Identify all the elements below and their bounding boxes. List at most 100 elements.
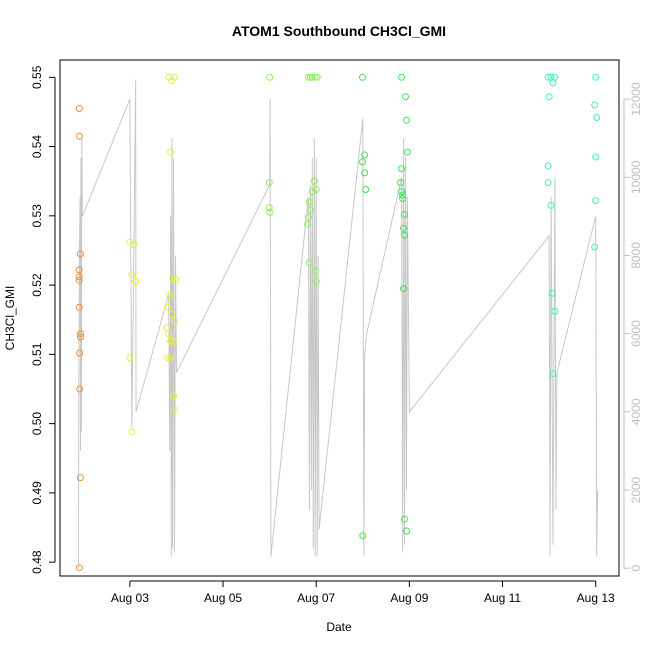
- y-tick-label: 0.48: [30, 550, 44, 574]
- x-tick-label: Aug 03: [111, 591, 149, 605]
- y2-tick-label: 10000: [629, 160, 643, 194]
- chart-title: ATOM1 Southbound CH3Cl_GMI: [232, 23, 446, 39]
- x-tick-label: Aug 09: [390, 591, 428, 605]
- data-point: [397, 179, 405, 187]
- data-point: [362, 186, 370, 193]
- data-point: [312, 186, 320, 193]
- data-point: [265, 204, 273, 211]
- data-point: [313, 73, 321, 81]
- data-point: [128, 271, 136, 279]
- data-point: [76, 250, 84, 258]
- data-point: [400, 285, 408, 293]
- data-point: [398, 188, 406, 196]
- data-point: [75, 266, 83, 274]
- data-point: [398, 165, 406, 173]
- data-point: [305, 259, 313, 267]
- data-point: [265, 179, 273, 187]
- data-point: [75, 132, 83, 140]
- data-point: [128, 428, 136, 436]
- x-axis-label: Date: [326, 620, 352, 634]
- data-point: [401, 515, 408, 523]
- data-point: [76, 385, 84, 393]
- data-point: [171, 73, 178, 81]
- altitude-line: [77, 79, 599, 569]
- data-point: [304, 213, 312, 221]
- data-point: [403, 148, 411, 156]
- data-point: [361, 151, 369, 159]
- data-point: [171, 317, 178, 325]
- data-point: [548, 289, 556, 297]
- data-point: [311, 267, 319, 275]
- data-point: [401, 231, 408, 239]
- x-tick-label: Aug 05: [204, 591, 242, 605]
- y2-tick-label: 6000: [629, 320, 643, 347]
- data-point: [132, 278, 140, 286]
- data-point: [312, 278, 320, 286]
- data-point: [130, 241, 138, 249]
- data-point: [305, 198, 313, 206]
- data-point: [164, 303, 172, 311]
- data-point: [76, 474, 84, 482]
- data-point: [76, 349, 84, 357]
- data-point: [593, 114, 601, 121]
- x-tick-label: Aug 13: [577, 591, 615, 605]
- y2-tick-label: 0: [629, 565, 643, 572]
- y2-tick-label: 4000: [629, 398, 643, 425]
- data-point: [75, 564, 83, 572]
- data-point: [361, 169, 369, 177]
- y-tick-label: 0.49: [30, 481, 44, 505]
- data-point: [77, 333, 84, 341]
- y-tick-label: 0.51: [30, 342, 44, 366]
- data-point: [168, 310, 176, 318]
- data-point: [399, 195, 407, 202]
- y2-tick-label: 12000: [629, 82, 643, 116]
- points-layer: [75, 73, 601, 572]
- data-point: [167, 148, 175, 156]
- data-point: [592, 73, 600, 81]
- data-point: [167, 354, 175, 362]
- data-point: [591, 101, 599, 109]
- data-point: [170, 392, 177, 400]
- data-point: [75, 273, 83, 281]
- data-point: [592, 153, 600, 161]
- data-point: [166, 292, 174, 299]
- y-tick-label: 0.53: [30, 204, 44, 228]
- y-tick-label: 0.55: [30, 65, 44, 89]
- y2-tick-label: 2000: [629, 476, 643, 503]
- data-point: [171, 406, 178, 414]
- plot-frame: [59, 59, 620, 577]
- data-point: [306, 206, 314, 214]
- data-point: [403, 116, 410, 124]
- data-point: [544, 162, 552, 170]
- data-point: [75, 303, 83, 311]
- data-point: [75, 276, 83, 284]
- data-point: [402, 93, 409, 101]
- data-point: [311, 73, 319, 81]
- data-point: [164, 354, 172, 362]
- data-point: [544, 73, 552, 81]
- data-point: [398, 73, 406, 81]
- data-point: [401, 211, 408, 218]
- data-point: [359, 73, 366, 81]
- y-tick-label: 0.54: [30, 135, 44, 159]
- data-point: [549, 370, 557, 378]
- data-point: [310, 177, 318, 185]
- data-point: [400, 224, 408, 232]
- data-point: [551, 307, 559, 315]
- axes-layer: Aug 03 Aug 05 Aug 07 Aug 09 Aug 11 Aug 13 0.48…: [30, 65, 643, 605]
- data-point: [549, 79, 557, 87]
- y-tick-label: 0.50: [30, 412, 44, 436]
- data-point: [266, 73, 274, 81]
- data-point: [544, 179, 552, 187]
- data-point: [77, 330, 85, 338]
- data-point: [399, 191, 407, 199]
- data-point: [308, 73, 316, 81]
- data-point: [592, 197, 600, 205]
- data-point: [304, 73, 312, 81]
- data-point: [75, 105, 83, 112]
- data-point: [591, 243, 599, 251]
- y-axis-label: CH3Cl_GMI: [3, 286, 17, 351]
- data-point: [551, 73, 559, 81]
- data-point: [547, 201, 555, 209]
